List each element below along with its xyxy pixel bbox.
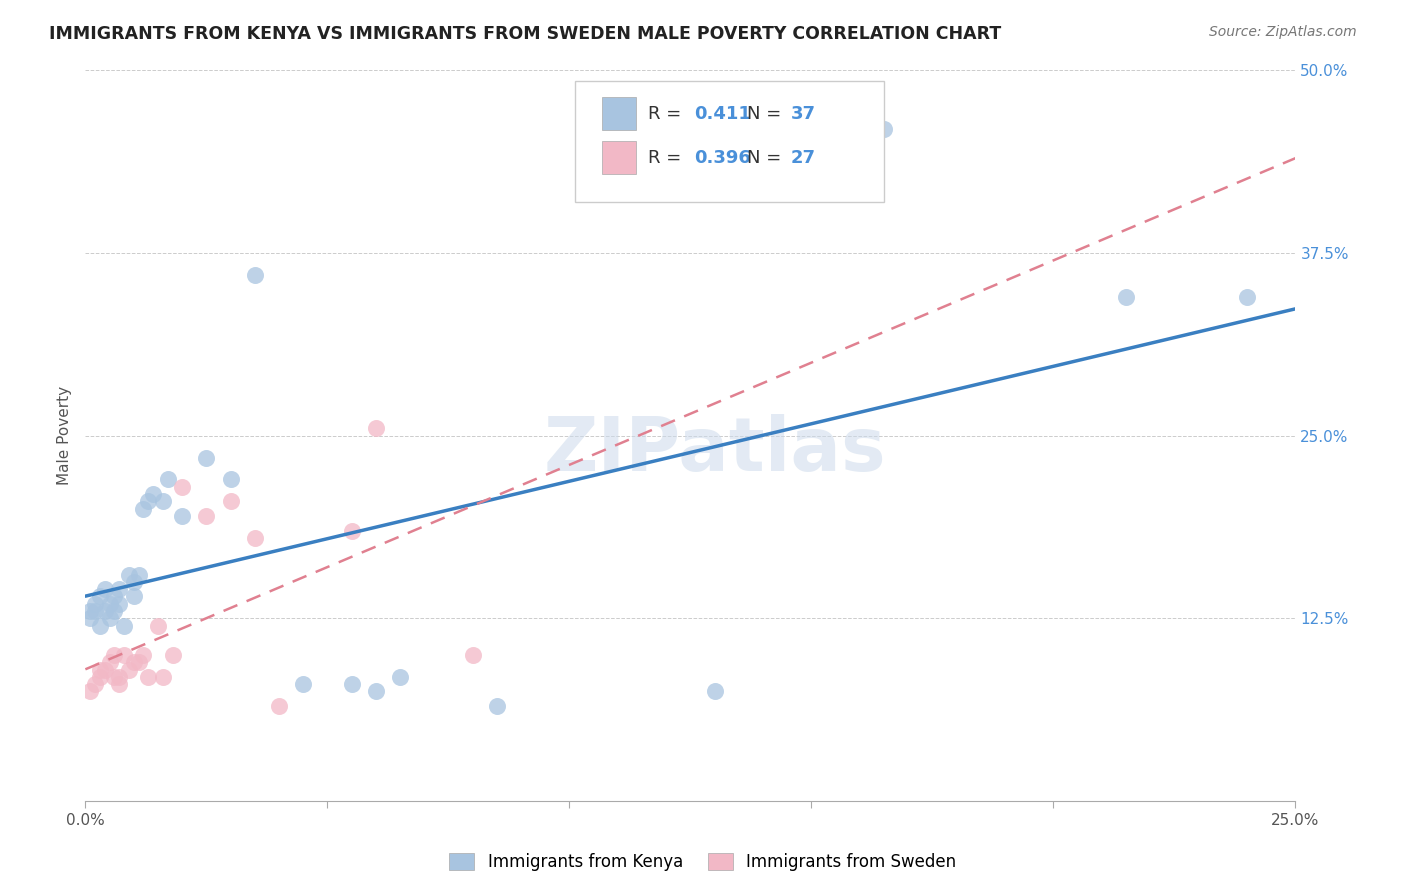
Point [243, 531, 266, 545]
Text: ZIPatlas: ZIPatlas [543, 414, 886, 487]
Y-axis label: Male Poverty: Male Poverty [58, 386, 72, 485]
Point [122, 655, 145, 669]
Point [461, 648, 484, 662]
Legend: Immigrants from Kenya, Immigrants from Sweden: Immigrants from Kenya, Immigrants from S… [441, 845, 965, 880]
Point [118, 567, 141, 582]
Text: 0.396: 0.396 [695, 149, 751, 167]
Text: 27: 27 [790, 149, 815, 167]
Point [84, 604, 107, 618]
Point [89, 590, 111, 604]
Point [79, 604, 101, 618]
Point [108, 677, 131, 691]
Point [98, 597, 121, 611]
FancyBboxPatch shape [575, 81, 884, 202]
Text: 37: 37 [790, 105, 815, 123]
Point [93, 663, 115, 677]
Point [108, 582, 131, 596]
Point [128, 567, 150, 582]
Point [89, 618, 111, 632]
Point [89, 670, 111, 684]
Point [152, 494, 174, 508]
Point [142, 487, 165, 501]
Point [103, 670, 125, 684]
Point [84, 677, 107, 691]
Point [162, 648, 184, 662]
Point [219, 494, 242, 508]
Point [79, 611, 101, 625]
Point [340, 677, 363, 691]
Text: N =: N = [748, 149, 787, 167]
Text: N =: N = [748, 105, 787, 123]
Point [267, 699, 290, 714]
FancyBboxPatch shape [602, 141, 636, 174]
Point [112, 648, 135, 662]
Text: IMMIGRANTS FROM KENYA VS IMMIGRANTS FROM SWEDEN MALE POVERTY CORRELATION CHART: IMMIGRANTS FROM KENYA VS IMMIGRANTS FROM… [49, 25, 1001, 43]
Point [79, 684, 101, 698]
Text: 0.411: 0.411 [695, 105, 751, 123]
Point [485, 699, 508, 714]
Point [219, 473, 242, 487]
Point [89, 663, 111, 677]
Point [388, 670, 411, 684]
Text: R =: R = [648, 105, 688, 123]
Point [103, 590, 125, 604]
FancyBboxPatch shape [602, 97, 636, 130]
Point [84, 597, 107, 611]
Point [122, 590, 145, 604]
Text: Source: ZipAtlas.com: Source: ZipAtlas.com [1209, 25, 1357, 39]
Point [122, 574, 145, 589]
Point [108, 670, 131, 684]
Point [1115, 290, 1137, 304]
Point [118, 663, 141, 677]
Point [172, 480, 194, 494]
Point [128, 655, 150, 669]
Point [364, 421, 387, 435]
Point [146, 618, 169, 632]
Point [703, 684, 725, 698]
Point [195, 508, 218, 523]
Point [103, 648, 125, 662]
Point [93, 604, 115, 618]
Point [152, 670, 174, 684]
Point [108, 597, 131, 611]
Point [156, 473, 179, 487]
Text: R =: R = [648, 149, 688, 167]
Point [98, 611, 121, 625]
Point [103, 604, 125, 618]
Point [195, 450, 218, 465]
Point [132, 501, 155, 516]
Point [93, 582, 115, 596]
Point [1236, 290, 1258, 304]
Point [292, 677, 315, 691]
Point [98, 655, 121, 669]
Point [136, 494, 159, 508]
Point [873, 121, 896, 136]
Point [243, 268, 266, 282]
Point [136, 670, 159, 684]
Point [112, 618, 135, 632]
Point [172, 508, 194, 523]
Point [340, 524, 363, 538]
Point [132, 648, 155, 662]
Point [364, 684, 387, 698]
